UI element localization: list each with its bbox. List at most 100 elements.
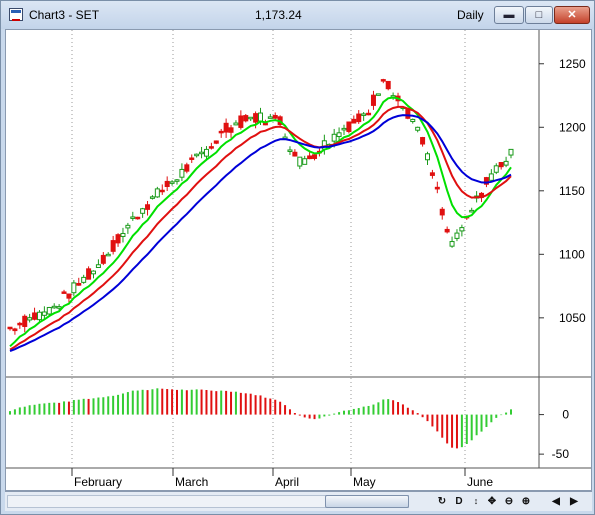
candle-up: [459, 227, 465, 232]
chart-area[interactable]: February March April May June 1250 1200 1150 110…: [5, 29, 592, 491]
maximize-button[interactable]: □: [525, 6, 553, 24]
candle-down: [61, 291, 67, 294]
candle-up: [425, 153, 430, 161]
candle-up: [140, 208, 146, 214]
candle-down: [76, 283, 82, 286]
candle-up: [120, 232, 126, 237]
period-label[interactable]: Daily: [457, 8, 484, 22]
candle-down: [253, 113, 259, 123]
candle-up: [194, 153, 200, 157]
candle-down: [272, 115, 278, 119]
candle-up: [27, 317, 33, 321]
candle-down: [100, 254, 106, 264]
candle-down: [7, 326, 13, 330]
candle-up: [149, 196, 155, 199]
candle-down: [189, 157, 195, 160]
candle-up: [199, 151, 205, 155]
price-tick-label: 1050: [559, 311, 586, 325]
candle-up: [258, 112, 263, 122]
time-axis-label: June: [467, 475, 493, 489]
candle-down: [370, 94, 376, 106]
scroll-right-icon[interactable]: ▶: [570, 496, 578, 507]
candle-down: [498, 162, 504, 168]
candle-up: [454, 232, 460, 239]
chart-app-icon: [9, 8, 23, 21]
candle-down: [66, 293, 72, 299]
candle-up: [174, 179, 180, 182]
zoom-in-icon[interactable]: ⊕: [521, 496, 531, 507]
candle-up: [179, 168, 185, 178]
zoom-out-icon[interactable]: ⊖: [504, 496, 514, 507]
candle-down: [110, 240, 116, 252]
candle-down: [17, 322, 23, 326]
window-title: Chart3 - SET: [29, 8, 100, 22]
candle-up: [415, 126, 421, 131]
candle-down: [223, 122, 229, 133]
candle-down: [366, 112, 372, 116]
candle-up: [125, 224, 131, 229]
candle-up: [336, 132, 342, 138]
candle-down: [22, 315, 28, 327]
indicator-tick-label: 0: [562, 408, 569, 422]
candle-up: [488, 173, 494, 181]
candle-down: [346, 121, 352, 133]
price-tick-label: 1250: [559, 57, 586, 71]
candle-up: [469, 209, 475, 213]
title-bar: Chart3 - SET 1,173.24 Daily ▬ □ ✕: [1, 1, 594, 29]
pan-icon[interactable]: ↕: [473, 496, 479, 506]
candle-up: [154, 188, 160, 198]
candle-down: [380, 79, 386, 82]
candle-up: [508, 148, 514, 156]
candle-down: [444, 228, 450, 233]
price-chart-svg[interactable]: February March April May June 1250 1200 1150 110…: [6, 30, 591, 490]
candle-up: [233, 122, 239, 126]
candle-up: [51, 305, 57, 309]
candle-down: [312, 154, 318, 159]
crosshair-icon[interactable]: ✥: [487, 496, 497, 507]
ma-slow-line: [9, 114, 512, 353]
candle-up: [95, 264, 101, 268]
candle-down: [213, 140, 219, 144]
candle-down: [243, 115, 249, 122]
candle-down: [434, 186, 440, 190]
candle-up: [71, 282, 77, 294]
close-button[interactable]: ✕: [554, 6, 590, 24]
refresh-icon[interactable]: ↻: [437, 496, 447, 507]
candle-up: [203, 148, 209, 157]
scroll-left-icon[interactable]: ◀: [552, 496, 560, 507]
candle-up: [46, 306, 52, 315]
candle-down: [86, 268, 92, 280]
candle-down: [164, 180, 170, 187]
candle-down: [439, 208, 445, 216]
ma-fast-line: [9, 96, 512, 348]
candle-down: [115, 234, 121, 244]
candle-down: [145, 204, 151, 210]
candle-up: [361, 113, 367, 116]
price-tick-label: 1100: [559, 247, 585, 261]
candle-up: [41, 311, 47, 316]
candle-up: [267, 116, 273, 119]
scrollbar-thumb[interactable]: [325, 495, 409, 508]
candle-up: [341, 127, 347, 131]
candle-up: [81, 276, 87, 283]
minimize-button[interactable]: ▬: [494, 6, 524, 24]
time-axis-label: April: [275, 475, 299, 489]
candle-down: [420, 137, 426, 145]
candle-down: [238, 115, 244, 128]
candle-down: [12, 328, 18, 332]
candle-up: [287, 149, 293, 152]
candle-up: [375, 93, 381, 96]
price-tick-label: 1150: [559, 184, 585, 198]
candle-up: [410, 118, 416, 123]
candle-down: [351, 118, 357, 124]
period-d-button[interactable]: D: [455, 496, 463, 507]
candle-down: [356, 113, 362, 123]
candle-down: [184, 164, 190, 172]
time-axis-label: March: [175, 475, 208, 489]
candle-up: [449, 241, 455, 247]
candle-up: [493, 165, 499, 173]
candle-down: [292, 151, 298, 157]
candle-up: [91, 270, 96, 275]
candle-down: [307, 155, 313, 160]
